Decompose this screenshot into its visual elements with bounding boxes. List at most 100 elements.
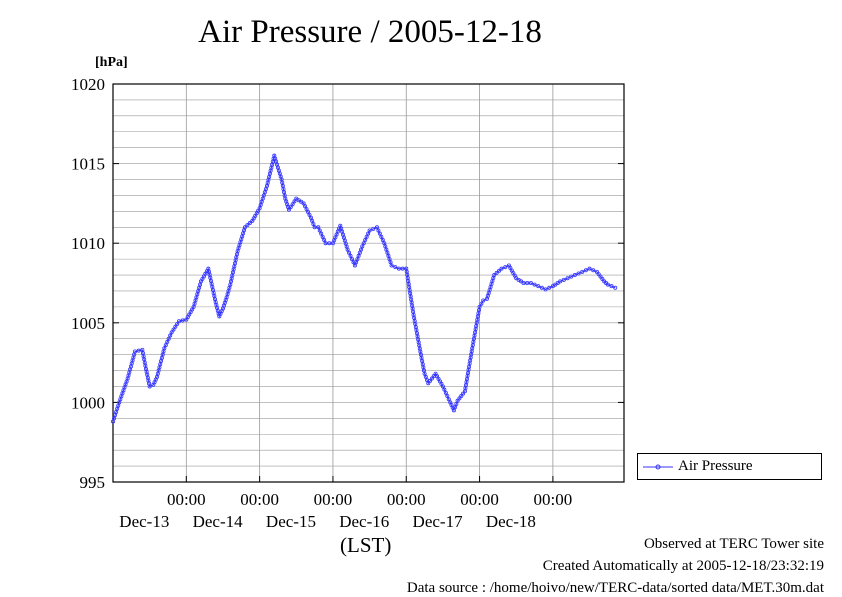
data-point (286, 207, 291, 212)
data-point (320, 234, 325, 239)
data-point (168, 333, 173, 338)
x-tick-date-label: Dec-18 (486, 512, 536, 531)
data-point (558, 279, 563, 284)
y-tick-label: 1015 (71, 155, 105, 174)
data-point (345, 247, 350, 252)
data-point (565, 276, 570, 281)
data-point (364, 234, 369, 239)
data-point (389, 263, 394, 268)
y-tick-label: 1000 (71, 393, 105, 412)
data-point (528, 280, 533, 285)
x-tick-date-label: Dec-16 (339, 512, 389, 531)
x-tick-time-label: 00:00 (387, 490, 426, 509)
data-point (322, 238, 327, 243)
data-point (591, 268, 596, 273)
data-point (477, 304, 482, 309)
data-point (162, 346, 167, 351)
x-tick-time-label: 00:00 (314, 490, 353, 509)
data-point (180, 318, 185, 323)
data-point (454, 401, 459, 406)
data-point (288, 204, 293, 209)
data-point (380, 238, 385, 243)
data-point (350, 257, 355, 262)
data-point (422, 371, 427, 376)
data-point (532, 282, 537, 287)
data-point (245, 223, 250, 228)
data-point (572, 273, 577, 278)
data-point (396, 266, 401, 271)
x-axis-label: (LST) (340, 533, 392, 557)
data-point (609, 284, 614, 289)
data-point (580, 269, 585, 274)
data-point (446, 397, 451, 402)
data-point (311, 222, 316, 227)
x-tick-date-label: Dec-14 (193, 512, 244, 531)
chart-title: Air Pressure / 2005-12-18 (198, 14, 542, 50)
data-point (379, 234, 384, 239)
data-point (525, 280, 530, 285)
data-point (492, 273, 497, 278)
x-tick-time-label: 00:00 (167, 490, 206, 509)
data-point (242, 225, 247, 230)
legend: Air Pressure (637, 453, 822, 480)
data-point (165, 339, 170, 344)
legend-label: Air Pressure (678, 458, 753, 474)
data-point (247, 221, 252, 226)
data-point (147, 384, 152, 389)
data-point (359, 247, 364, 252)
data-point (543, 287, 548, 292)
data-point (547, 285, 552, 290)
data-point (176, 319, 181, 324)
data-point (481, 298, 486, 303)
data-point (400, 266, 405, 271)
plot-frame (112, 83, 625, 483)
data-point (361, 241, 366, 246)
data-point (367, 228, 372, 233)
data-point (316, 225, 321, 230)
x-tick-time-label: 00:00 (460, 490, 499, 509)
data-point (352, 263, 357, 268)
data-point (169, 330, 174, 335)
data-point (357, 250, 362, 255)
data-point (393, 265, 398, 270)
data-point (366, 231, 371, 236)
x-tick-time-label: 00:00 (240, 490, 279, 509)
data-point (503, 265, 508, 270)
data-point (569, 274, 574, 279)
data-point (583, 268, 588, 273)
data-point (499, 266, 504, 271)
data-point (440, 384, 445, 389)
data-point (348, 253, 353, 258)
data-point (136, 348, 141, 353)
data-point (347, 250, 352, 255)
data-point (497, 268, 502, 273)
data-point (356, 253, 361, 258)
data-point (360, 244, 365, 249)
data-point (539, 285, 544, 290)
data-point (351, 260, 356, 265)
data-point (576, 271, 581, 276)
data-point (613, 285, 618, 290)
footer-observed: Observed at TERC Tower site (643, 536, 824, 552)
y-axis-unit: [hPa] (95, 55, 128, 70)
data-point (290, 202, 295, 207)
x-tick-date-label: Dec-15 (266, 512, 316, 531)
data-point (323, 241, 328, 246)
data-point (442, 387, 447, 392)
data-point (312, 225, 317, 230)
data-point (536, 284, 541, 289)
data-point (494, 270, 499, 275)
data-point (317, 228, 322, 233)
data-point (371, 226, 376, 231)
data-point (310, 218, 315, 223)
data-point (605, 282, 610, 287)
data-point (479, 301, 484, 306)
data-point (327, 241, 332, 246)
data-point (377, 231, 382, 236)
data-point (171, 327, 176, 332)
data-point (445, 394, 450, 399)
data-point (521, 280, 526, 285)
data-point (443, 390, 448, 395)
data-point (175, 321, 180, 326)
